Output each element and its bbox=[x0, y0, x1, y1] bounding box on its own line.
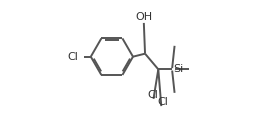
Text: OH: OH bbox=[135, 12, 152, 22]
Text: Cl: Cl bbox=[147, 90, 158, 100]
Text: Cl: Cl bbox=[157, 97, 168, 107]
Text: Cl: Cl bbox=[68, 52, 79, 62]
Text: Si: Si bbox=[173, 64, 183, 74]
